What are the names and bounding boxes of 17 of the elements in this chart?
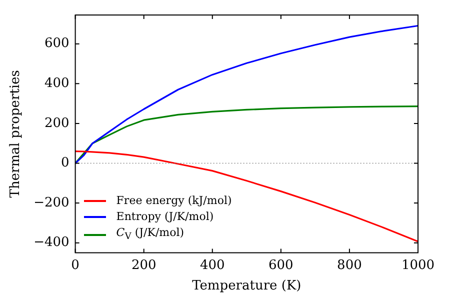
y-tick-label: −200 xyxy=(34,195,70,210)
y-tick-label: 0 xyxy=(61,156,70,171)
y-tick-label: 200 xyxy=(44,116,70,131)
y-axis-title: Thermal properties xyxy=(8,70,24,198)
x-tick-label: 0 xyxy=(71,258,80,273)
legend-label: Free energy (kJ/mol) xyxy=(116,192,232,209)
x-tick-label: 400 xyxy=(200,258,225,273)
y-tick-label: 400 xyxy=(44,76,70,92)
y-tick-label: −400 xyxy=(34,235,70,250)
x-tick-label: 600 xyxy=(268,258,294,273)
x-tick-label: 1000 xyxy=(401,258,435,273)
x-tick-label: 200 xyxy=(131,258,156,273)
legend-label: Entropy (J/K/mol) xyxy=(116,208,214,225)
x-tick-label: 800 xyxy=(337,258,362,273)
x-axis-title: Temperature (K) xyxy=(192,278,302,294)
legend-label: C$_{V}$ (J/K/mol) xyxy=(116,224,184,244)
y-tick-label: 600 xyxy=(44,36,70,52)
